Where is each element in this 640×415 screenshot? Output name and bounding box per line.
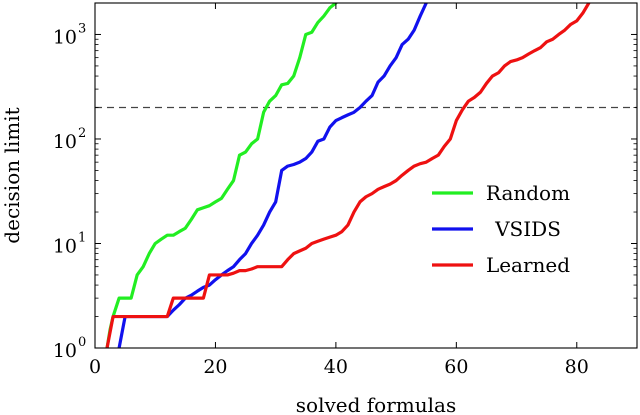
x-axis-title: solved formulas	[296, 393, 456, 415]
y-tick-exponent: 3	[78, 21, 86, 36]
x-tick-label: 60	[444, 356, 468, 378]
x-tick-label: 0	[89, 356, 101, 378]
series-line-vsids	[117, 3, 428, 348]
series-line-learned	[105, 3, 591, 348]
y-tick-exponent: 0	[78, 335, 86, 350]
y-tick-label: 10	[53, 235, 77, 257]
x-tick-label: 40	[324, 356, 348, 378]
y-tick-exponent: 1	[78, 230, 86, 245]
y-axis-title: decision limit	[0, 107, 24, 243]
legend-label-vsids: VSIDS	[494, 217, 561, 241]
legend-label-learned: Learned	[486, 253, 570, 277]
legend: Random VSIDS Learned	[432, 181, 570, 277]
x-tick-label: 20	[203, 356, 227, 378]
x-tick-label: 80	[565, 356, 589, 378]
y-tick-label: 10	[53, 340, 77, 362]
y-tick-label: 10	[53, 131, 77, 153]
axis-frame	[94, 2, 638, 349]
legend-label-random: Random	[486, 181, 570, 205]
series-line-random	[105, 3, 338, 348]
y-tick-label: 10	[53, 26, 77, 48]
series-layer	[105, 3, 591, 348]
y-tick-exponent: 2	[78, 126, 86, 141]
